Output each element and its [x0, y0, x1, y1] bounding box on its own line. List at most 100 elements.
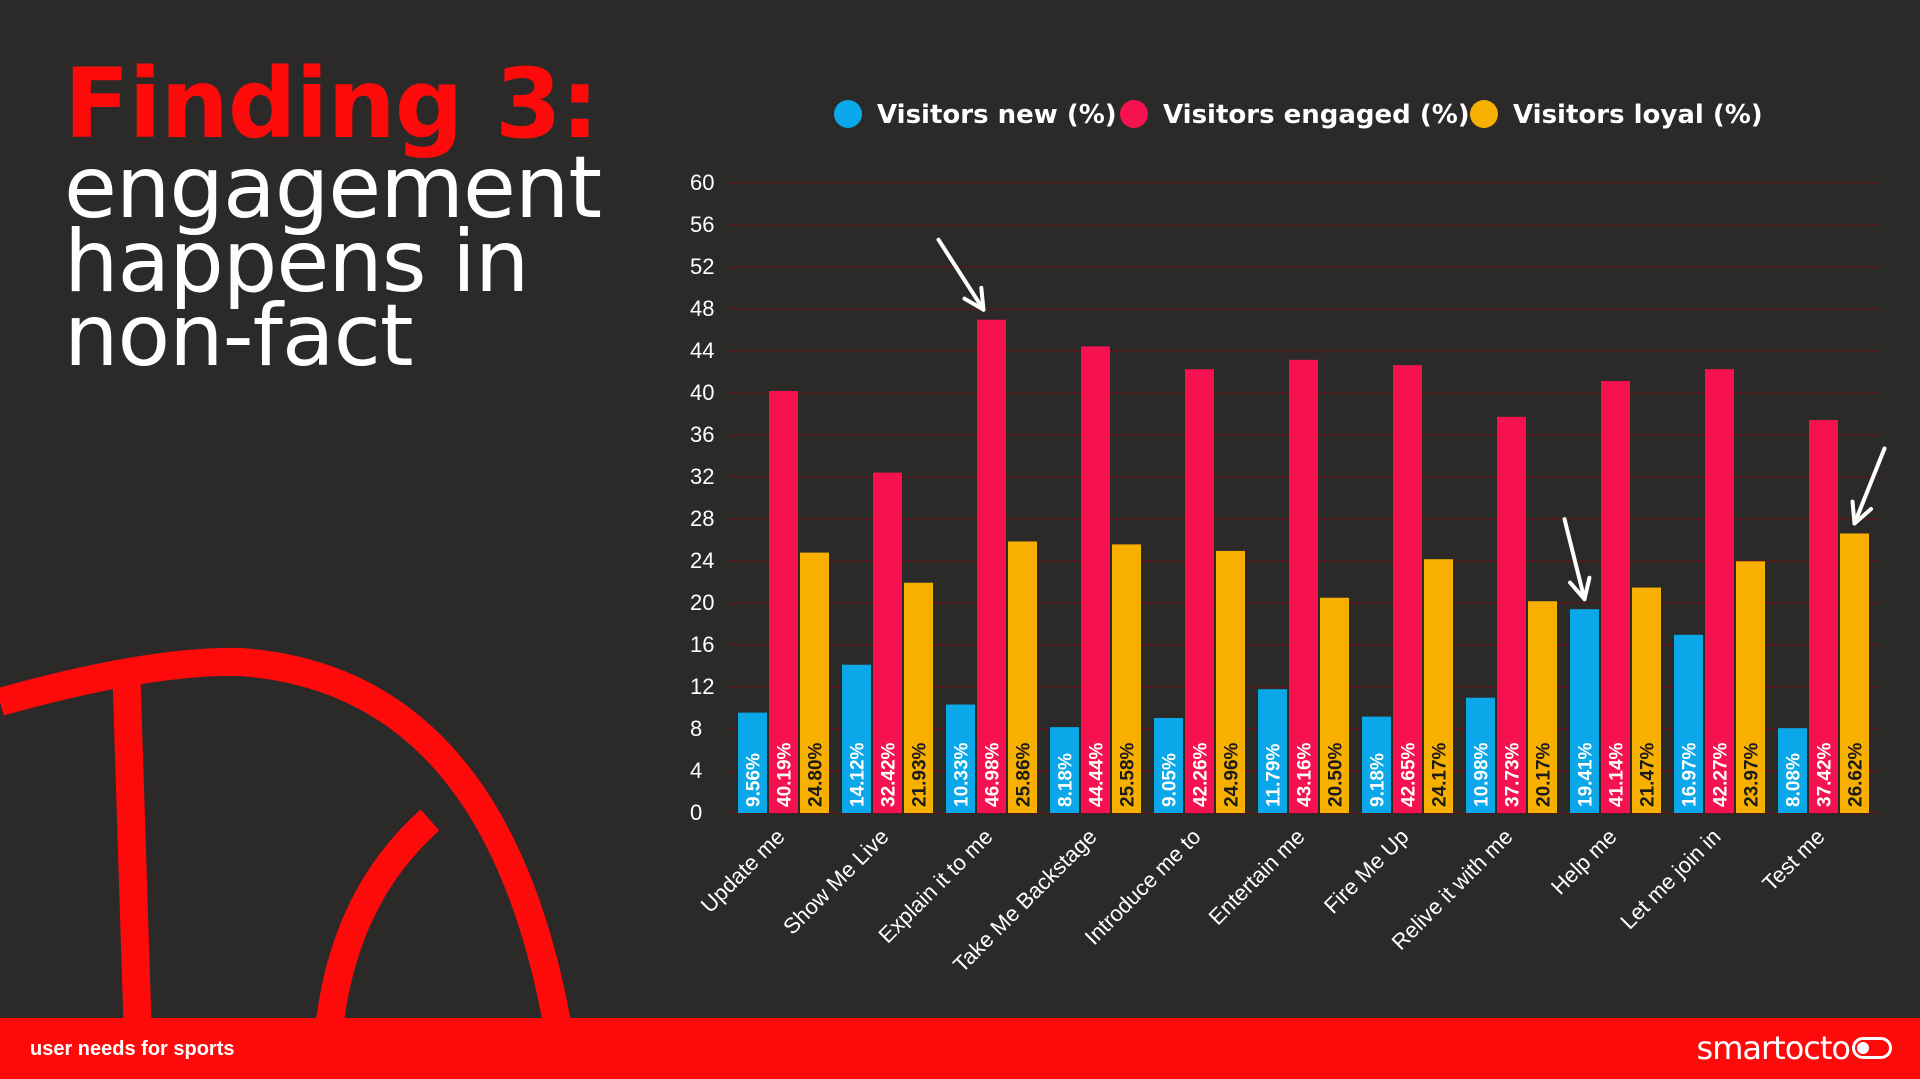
title-line-engagement: engagement [64, 138, 602, 238]
bar-data-label: 26.62% [1846, 742, 1867, 807]
bar [1601, 381, 1630, 813]
x-tick-label: Let me join in [1615, 824, 1725, 934]
bar [800, 552, 829, 813]
bar [1705, 369, 1734, 813]
bar [738, 712, 767, 813]
bar-data-label: 25.86% [1014, 742, 1035, 807]
y-tick-label: 4 [690, 758, 702, 783]
y-tick-label: 28 [690, 506, 714, 531]
bar [769, 391, 798, 813]
y-tick-label: 36 [690, 422, 714, 447]
bar-data-label: 9.05% [1160, 753, 1181, 807]
bar [1424, 559, 1453, 813]
footer-bar: user needs for sports smartocto [0, 1018, 1920, 1079]
bar-data-label: 14.12% [848, 742, 869, 807]
y-tick-label: 0 [690, 800, 702, 825]
bar-data-label: 42.65% [1399, 742, 1420, 807]
bar [1112, 544, 1141, 813]
bar [1216, 550, 1245, 813]
bar [1362, 716, 1391, 813]
logo-text: smartocto [1696, 1029, 1851, 1067]
y-tick-label: 12 [690, 674, 714, 699]
bar-data-label: 46.98% [983, 742, 1004, 807]
arrow-annotation [936, 237, 986, 312]
y-tick-label: 44 [690, 338, 714, 363]
smartocto-logo: smartocto [1697, 1028, 1892, 1068]
bar-data-label: 37.73% [1503, 742, 1524, 807]
y-tick-label: 16 [690, 632, 714, 657]
bar [1497, 416, 1526, 813]
x-tick-label: Fire Me Up [1319, 824, 1414, 919]
bar [1008, 541, 1037, 813]
bar-data-label: 20.17% [1534, 742, 1555, 807]
y-tick-label: 8 [690, 716, 702, 741]
bar-data-label: 11.79% [1264, 744, 1285, 807]
bar [977, 319, 1006, 813]
bar [1258, 689, 1287, 813]
title-finding: Finding 3: [64, 48, 599, 160]
legend-swatch [1470, 100, 1498, 128]
bar-data-label: 44.44% [1087, 742, 1108, 807]
y-tick-label: 52 [690, 254, 714, 279]
bar [1840, 533, 1869, 813]
arrow-annotation [1562, 517, 1592, 602]
bar-data-label: 9.56% [744, 753, 765, 807]
legend-label: Visitors new (%) [877, 100, 1117, 130]
bar [1466, 697, 1495, 813]
x-tick-label: Help me [1546, 824, 1622, 900]
bar-data-label: 16.97% [1680, 742, 1701, 807]
bar-data-label: 19.41% [1576, 742, 1597, 807]
y-tick-label: 48 [690, 296, 714, 321]
bar-data-label: 21.93% [910, 742, 931, 807]
bar [1081, 346, 1110, 813]
legend-label: Visitors loyal (%) [1513, 100, 1763, 130]
x-tick-label: Entertain me [1204, 824, 1310, 930]
title-line-nonfact: non-fact [64, 286, 414, 386]
bar [946, 704, 975, 813]
bar-data-label: 10.98% [1472, 742, 1493, 807]
y-tick-label: 24 [690, 548, 714, 573]
bar [1809, 420, 1838, 813]
legend-label: Visitors engaged (%) [1163, 100, 1470, 130]
arrow-annotation [1850, 446, 1887, 526]
bar-data-label: 8.18% [1056, 753, 1077, 807]
y-tick-label: 32 [690, 464, 714, 489]
bar [1050, 727, 1079, 813]
footer-label: user needs for sports [30, 1038, 235, 1060]
bar [1185, 369, 1214, 813]
bar-data-label: 25.58% [1118, 742, 1139, 807]
legend-swatch [1120, 100, 1148, 128]
chart-annotations [936, 237, 1887, 602]
bar-data-label: 32.42% [879, 742, 900, 807]
x-tick-label: Update me [696, 824, 790, 918]
bar-data-label: 24.80% [806, 742, 827, 807]
x-tick-label: Test me [1757, 824, 1829, 896]
bar [842, 664, 871, 813]
title-line-happens: happens in [64, 212, 529, 312]
bar [1778, 728, 1807, 813]
bar-data-label: 23.97% [1742, 742, 1763, 807]
bar-data-label: 41.14% [1607, 742, 1628, 807]
chart-legend: Visitors new (%) Visitors engaged (%) Visi… [834, 100, 1763, 130]
bar [1393, 365, 1422, 813]
basketball-icon [0, 647, 571, 1020]
y-tick-label: 20 [690, 590, 714, 615]
bar [1289, 359, 1318, 813]
y-tick-label: 60 [690, 170, 714, 195]
y-tick-label: 40 [690, 380, 714, 405]
bar-data-label: 21.47% [1638, 742, 1659, 807]
bar-data-label: 9.18% [1368, 753, 1389, 807]
bar-data-label: 20.50% [1326, 742, 1347, 807]
bar-data-label: 42.27% [1711, 742, 1732, 807]
bar-data-label: 40.19% [775, 742, 796, 807]
bar [1736, 561, 1765, 813]
bar-data-label: 24.96% [1222, 742, 1243, 807]
bar [904, 582, 933, 813]
bar [1674, 634, 1703, 813]
bar [873, 472, 902, 813]
bar [1570, 609, 1599, 813]
legend-swatch [834, 100, 862, 128]
bar [1632, 587, 1661, 813]
